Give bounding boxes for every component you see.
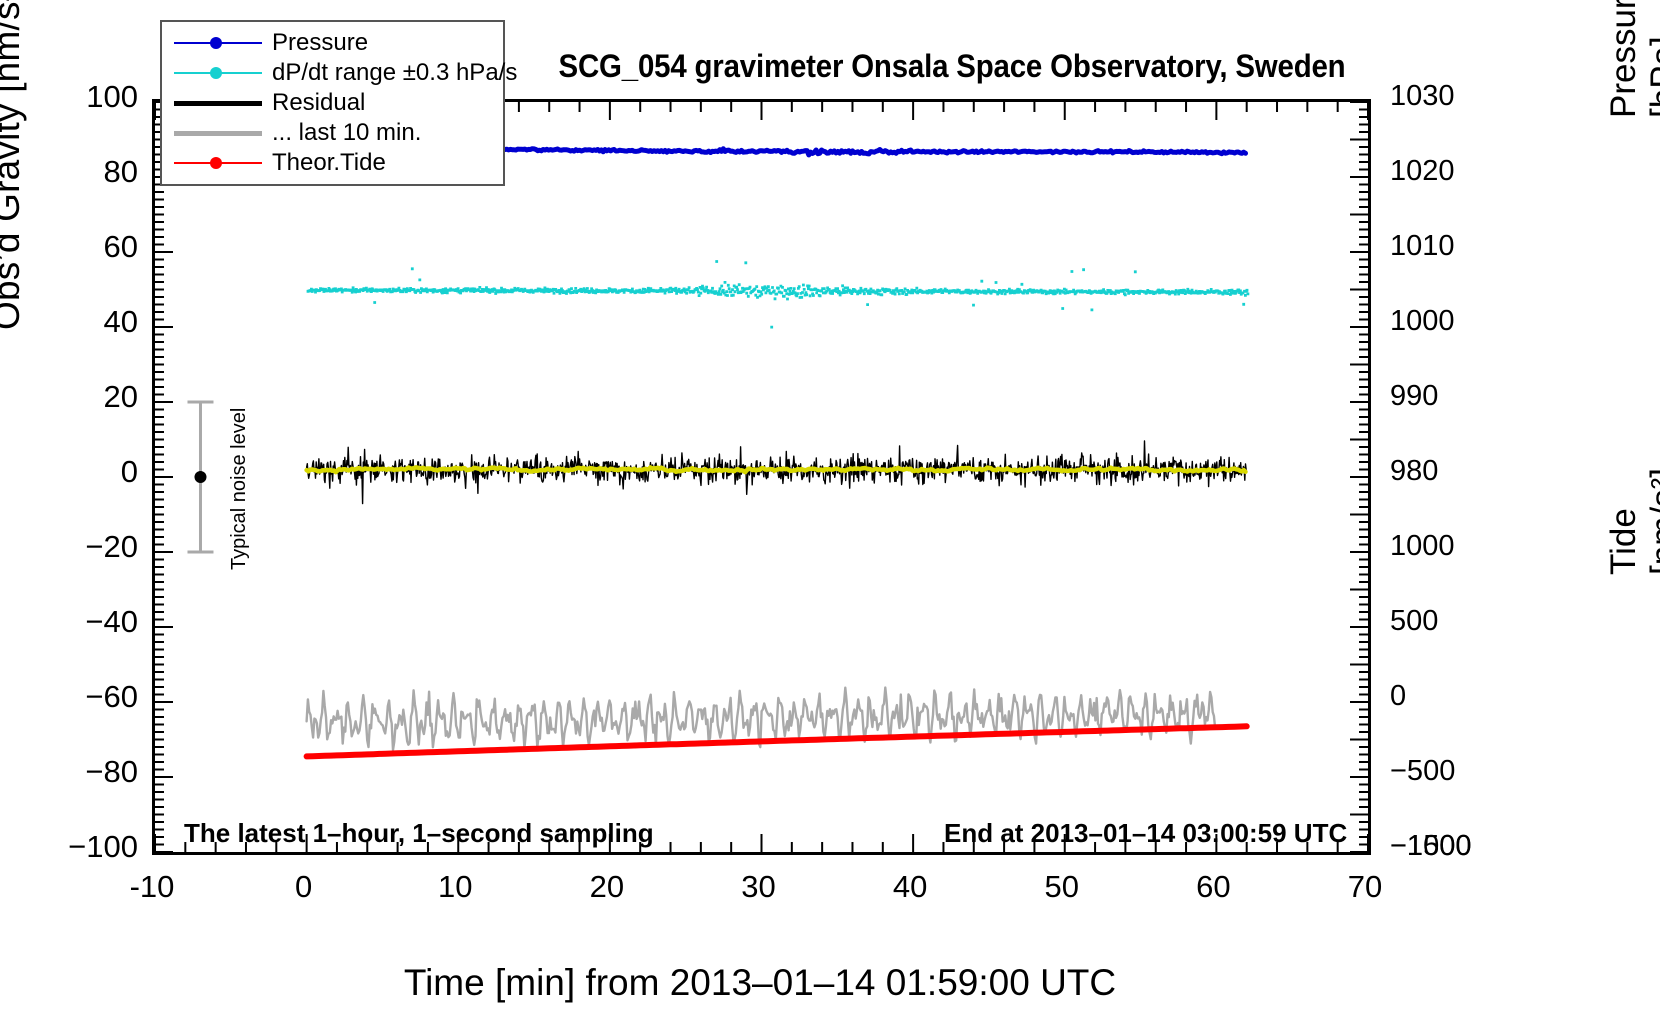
series-residual-smoothed (304, 465, 1248, 475)
legend-label: Theor.Tide (272, 149, 386, 176)
tide-tick-label: 1000 (1390, 530, 1455, 562)
legend-item[interactable]: dP/dt range ±0.3 hPa/s (162, 58, 517, 88)
legend-item[interactable]: Theor.Tide (162, 148, 503, 178)
tide-tick-label: 500 (1390, 605, 1439, 637)
legend-swatch (172, 93, 264, 113)
x-tick-label: 0 (295, 869, 313, 904)
noise-level-label: Typical noise level (228, 407, 250, 570)
legend-label: Pressure (272, 29, 369, 56)
legend-label: ... last 10 min. (272, 119, 422, 146)
x-tick-label: 50 (1044, 869, 1079, 904)
legend-swatch (172, 153, 264, 173)
x-tick-label: 60 (1196, 869, 1231, 904)
y-tick-label: −100 (68, 829, 138, 864)
y-tick-label: 60 (103, 229, 138, 264)
y-tick-label: 20 (103, 379, 138, 414)
tide-tick-label: −1000 (1390, 830, 1472, 862)
legend-swatch (172, 33, 264, 53)
legend-swatch (172, 123, 264, 143)
legend-item[interactable]: ... last 10 min. (162, 118, 503, 148)
pressure-tick-label: 1020 (1390, 155, 1455, 187)
y-tick-label: −60 (85, 679, 138, 714)
pressure-tick-label: 990 (1390, 380, 1439, 412)
tide-tick-label: −1500 (1390, 830, 1472, 862)
pressure-tick-label: 1010 (1390, 230, 1455, 262)
x-tick-label: 10 (438, 869, 473, 904)
y-tick-label: 80 (103, 154, 138, 189)
chart-legend: Pressure dP/dt range ±0.3 hPa/s Residual..… (160, 20, 517, 186)
tide-tick-label: −500 (1390, 755, 1456, 787)
y-tick-label: −80 (85, 754, 138, 789)
y-axis-label-pressure: Pressure [hPa] (1604, 0, 1660, 118)
dpdt-points (306, 260, 1250, 329)
series-dpdt (306, 260, 1250, 329)
pressure-tick-label: 1000 (1390, 305, 1455, 337)
y-tick-label: 100 (86, 79, 138, 114)
x-axis-label: Time [min] from 2013–01–14 01:59:00 UTC (403, 962, 1117, 1003)
chart-title: SCG_054 gravimeter Onsala Space Observat… (558, 48, 1346, 84)
note-end-time: End at 2013–01–14 03:00:59 UTC (944, 818, 1348, 848)
note-sampling: The latest 1–hour, 1–second sampling (184, 818, 654, 848)
y-tick-label: −20 (85, 529, 138, 564)
legend-label: dP/dt range ±0.3 hPa/s (272, 59, 518, 86)
y-axis-label-tide: Tide [nm/s²] (1604, 468, 1660, 575)
legend-swatch (172, 63, 264, 83)
x-tick-label: 20 (589, 869, 625, 904)
series-theor-tide (303, 723, 1250, 760)
noise-center-dot (194, 471, 207, 483)
x-tick-label: 30 (741, 869, 776, 904)
y-tick-label: −40 (85, 604, 138, 639)
x-tick-label: 70 (1347, 869, 1383, 904)
y-tick-label: 40 (103, 304, 138, 339)
legend-item[interactable]: Residual (162, 88, 503, 118)
tide-tick-label: 0 (1390, 680, 1407, 712)
legend-item[interactable]: Pressure (162, 28, 503, 58)
x-tick-label: 40 (892, 869, 928, 904)
pressure-tick-label: 1030 (1390, 80, 1455, 112)
series-last10min (305, 686, 1217, 752)
data-layer (155, 102, 1368, 852)
x-tick-label: -10 (129, 869, 175, 904)
y-tick-label: 0 (120, 454, 138, 489)
plot-area (152, 99, 1371, 855)
legend-label: Residual (272, 89, 366, 116)
pressure-tick-label: 980 (1390, 455, 1439, 487)
